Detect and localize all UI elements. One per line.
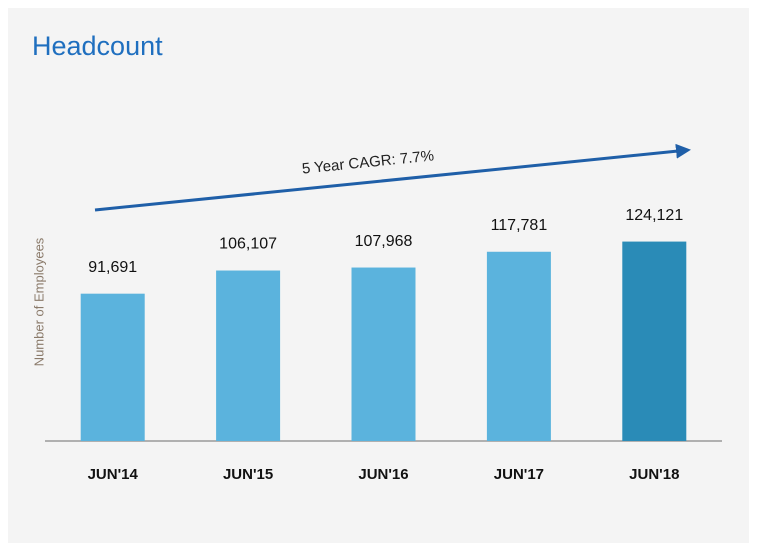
bar [351, 267, 416, 441]
bar [80, 293, 145, 441]
x-tick-label: JUN'15 [223, 466, 273, 483]
x-tick-label: JUN'17 [494, 466, 544, 483]
bar [486, 251, 551, 441]
bar [216, 270, 281, 441]
value-label: 107,968 [355, 233, 413, 250]
value-label: 91,691 [88, 259, 137, 276]
value-label: 106,107 [219, 236, 277, 253]
chart-title: Headcount [32, 31, 163, 61]
value-label: 117,781 [491, 217, 548, 234]
trend-arrow [94, 143, 691, 212]
bar [622, 241, 687, 441]
value-label: 124,121 [625, 207, 683, 224]
x-tick-label: JUN'16 [358, 466, 408, 483]
x-tick-label: JUN'14 [88, 466, 139, 483]
x-tick-label: JUN'18 [629, 466, 679, 483]
y-axis-label: Number of Employees [31, 237, 46, 366]
